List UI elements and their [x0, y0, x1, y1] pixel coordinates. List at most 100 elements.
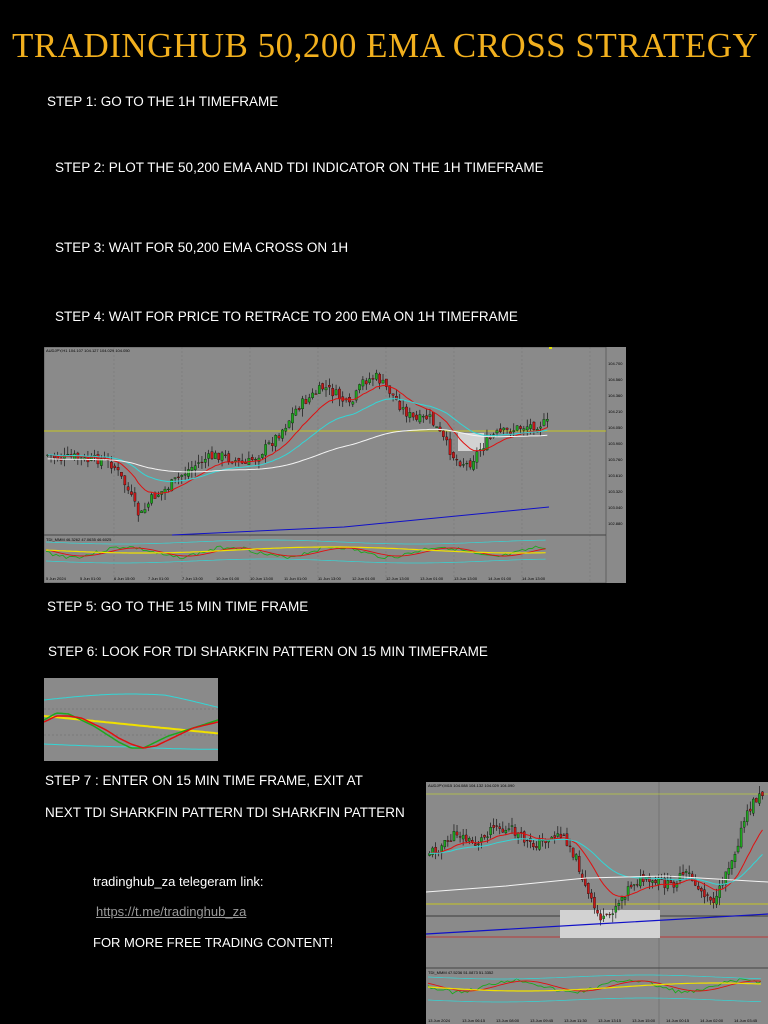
- candle-body: [452, 452, 455, 459]
- candle-body: [385, 378, 388, 387]
- candle-body: [428, 414, 432, 417]
- tdi-band-lower: [427, 997, 761, 1003]
- candle-body: [434, 847, 437, 853]
- candle-body: [599, 913, 602, 921]
- candle-body: [617, 903, 621, 906]
- candle-body: [529, 838, 532, 843]
- candle-body: [519, 426, 522, 429]
- candle-body: [307, 397, 311, 403]
- candle-body: [706, 894, 709, 896]
- candle-body: [287, 420, 291, 428]
- candle-body: [177, 476, 180, 478]
- candle-body: [314, 393, 318, 395]
- candle-body: [749, 808, 752, 812]
- candle-body: [200, 461, 204, 463]
- time-axis-label: 5 Jun 01:00: [80, 576, 102, 581]
- plot-frame: [44, 347, 607, 583]
- more-content-text: FOR MORE FREE TRADING CONTENT!: [93, 935, 334, 950]
- tdi-sharkfin-svg: [44, 693, 218, 750]
- ema-50-line: [429, 838, 763, 885]
- candle-body: [495, 430, 499, 434]
- candle-body: [590, 892, 593, 899]
- candle-body: [486, 836, 489, 838]
- candle-body: [227, 453, 231, 462]
- candle-body: [193, 465, 197, 470]
- candle-body: [143, 509, 147, 513]
- page-title: TRADINGHUB 50,200 EMA CROSS STRATEGY: [12, 26, 759, 65]
- time-axis-label: 10 Jun 13:00: [250, 576, 274, 581]
- candle-body: [237, 458, 241, 461]
- h1-chart: TDI_MMM 46.3262 47.0635 46.6025 104.700 10…: [44, 347, 626, 583]
- candle-body: [220, 452, 224, 461]
- candle-body: [361, 379, 365, 387]
- candle-body: [648, 876, 651, 882]
- candle-body: [602, 915, 605, 919]
- telegram-link[interactable]: https://t.me/tradinghub_za: [96, 904, 247, 919]
- candle-body: [183, 473, 187, 476]
- candle-body: [354, 390, 358, 401]
- candle-body: [458, 461, 462, 467]
- tdi-band-upper: [45, 539, 546, 545]
- candle-body: [556, 833, 560, 837]
- candle-body: [483, 835, 486, 838]
- candle-body: [542, 419, 546, 426]
- candle-body: [217, 452, 221, 460]
- step-4: STEP 4: WAIT FOR PRICE TO RETRACE TO 200…: [55, 309, 518, 324]
- time-axis-label: 13 Jun 13:00: [454, 576, 478, 581]
- candle-body: [267, 442, 271, 444]
- candle-body: [515, 425, 519, 431]
- candle-body: [715, 895, 718, 905]
- candle-body: [281, 429, 284, 439]
- time-axis-label: 12 Jun 13:00: [386, 576, 410, 581]
- candle-body: [271, 443, 274, 446]
- candle-body: [745, 810, 749, 822]
- time-axis-label: 13 Jun 2024: [428, 1018, 451, 1023]
- candle-body: [651, 880, 654, 883]
- tdi-band-upper: [44, 693, 218, 708]
- candle-body: [371, 378, 375, 380]
- candle-body: [388, 385, 392, 394]
- candle-body: [291, 413, 294, 424]
- ema-200-line: [426, 875, 768, 893]
- candle-body: [504, 830, 508, 834]
- candle-body: [712, 897, 715, 904]
- candle-body: [614, 906, 618, 913]
- tdi-yellow-line: [427, 982, 761, 992]
- candle-body: [626, 886, 630, 896]
- candle-body: [173, 477, 177, 479]
- time-axis-label: 13 Jun 11:30: [564, 1018, 588, 1023]
- price-axis-label: 103.900: [608, 441, 623, 446]
- candle-body: [445, 436, 449, 441]
- time-axis-label: 7 Jun 13:00: [182, 576, 204, 581]
- candle-body: [526, 839, 529, 842]
- time-axis-label: 13 Jun 15:00: [632, 1018, 656, 1023]
- candle-body: [489, 827, 492, 836]
- time-axis-label: 14 Jun 01:00: [488, 576, 512, 581]
- candle-body: [167, 488, 170, 490]
- candle-body: [681, 872, 685, 875]
- candle-body: [415, 414, 418, 420]
- candle-body: [66, 453, 70, 456]
- candle-body: [381, 379, 385, 384]
- candle-body: [464, 834, 468, 842]
- candle-body: [761, 791, 764, 797]
- tdi-red-line: [44, 715, 218, 749]
- candle-body: [442, 430, 445, 437]
- candle-body: [250, 456, 254, 460]
- candle-body: [190, 467, 194, 471]
- candle-body: [733, 854, 737, 862]
- candle-body: [435, 426, 438, 428]
- candle-body: [203, 458, 207, 463]
- time-axis-label: 11 Jun 01:00: [284, 576, 308, 581]
- candle-body: [730, 860, 734, 869]
- candle-body: [187, 469, 190, 477]
- candle-body: [443, 840, 447, 848]
- candle-body: [724, 871, 728, 885]
- candle-body: [736, 845, 740, 853]
- candle-body: [742, 821, 746, 828]
- candle-body: [297, 408, 301, 410]
- price-axis-label: 102.880: [608, 521, 623, 526]
- candle-body: [257, 457, 261, 462]
- time-axis-label: 13 Jun 13:15: [598, 1018, 622, 1023]
- candle-body: [545, 419, 549, 422]
